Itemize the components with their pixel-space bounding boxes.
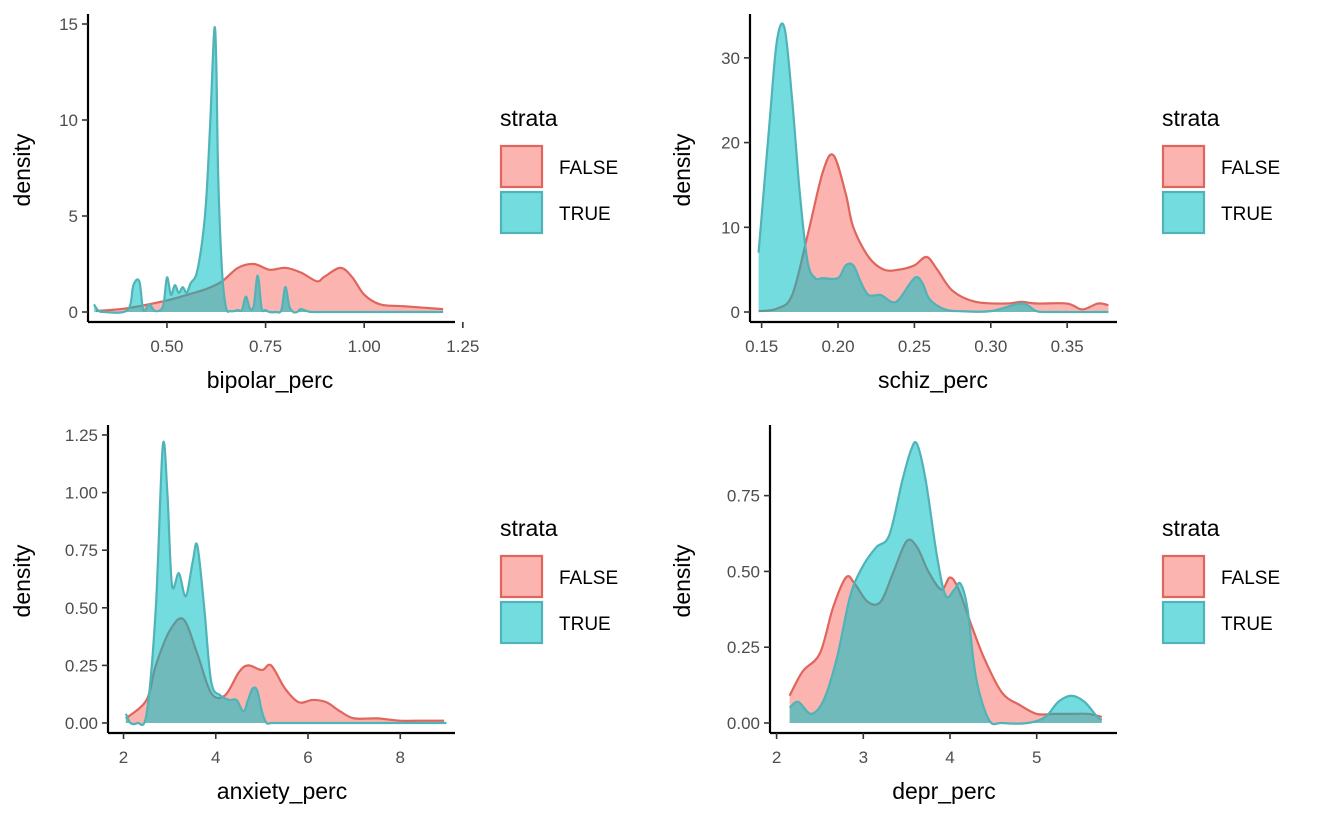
legend-label-true: TRUE xyxy=(1221,614,1273,635)
legend: strata FALSE TRUE xyxy=(1161,105,1280,235)
legend-title: strata xyxy=(1162,105,1220,131)
legend-key-false xyxy=(1161,554,1206,599)
y-tick-label: 30 xyxy=(721,49,740,68)
x-tick-label: 0.25 xyxy=(898,337,931,356)
y-axis-title: density xyxy=(669,544,695,617)
legend-label-false: FALSE xyxy=(559,568,618,589)
x-tick-label: 5 xyxy=(1032,748,1041,767)
density-panel-bipolar_perc: 0 5 10 15 0.50 0.75 1.00 1.25 bipolar_perc densit… xyxy=(9,14,618,393)
y-tick-label: 0.50 xyxy=(65,599,98,618)
x-tick-label: 1.00 xyxy=(348,337,381,356)
legend-key-true xyxy=(1161,190,1206,235)
x-tick-label: 0.30 xyxy=(974,337,1007,356)
legend-label-true: TRUE xyxy=(559,204,611,225)
x-tick-label: 6 xyxy=(303,748,312,767)
density-area-true xyxy=(789,442,1102,725)
density-area-true xyxy=(758,23,1109,313)
x-tick-label: 8 xyxy=(396,748,405,767)
legend-key-true xyxy=(1161,600,1206,645)
x-tick-label: 2 xyxy=(119,748,128,767)
y-tick-label: 1.00 xyxy=(65,484,98,503)
y-axis-title: density xyxy=(9,544,35,617)
density-line-false xyxy=(758,153,1109,313)
y-tick-label: 0.50 xyxy=(727,562,760,581)
density-line-true xyxy=(757,22,1109,314)
y-tick-label: 0.75 xyxy=(727,487,760,506)
density-line-true xyxy=(788,440,1103,726)
y-tick-label: 0.00 xyxy=(65,714,98,733)
legend-key-false xyxy=(499,144,544,189)
x-tick-label: 2 xyxy=(772,748,781,767)
legend-key-false xyxy=(499,554,544,599)
legend-title: strata xyxy=(1162,515,1220,541)
legend-label-false: FALSE xyxy=(1221,158,1280,179)
legend-label-false: FALSE xyxy=(1221,568,1280,589)
y-tick-label: 10 xyxy=(59,111,78,130)
y-tick-label: 1.25 xyxy=(65,426,98,445)
legend-label-false: FALSE xyxy=(559,158,618,179)
x-axis-title: bipolar_perc xyxy=(207,367,334,393)
legend-key-true xyxy=(499,190,544,235)
y-tick-label: 5 xyxy=(69,207,78,226)
x-tick-label: 1.25 xyxy=(446,337,479,356)
y-tick-label: 0 xyxy=(69,303,78,322)
y-tick-label: 0 xyxy=(731,303,740,322)
x-axis-title: schiz_perc xyxy=(878,367,988,393)
legend-key-false xyxy=(1161,144,1206,189)
y-tick-label: 20 xyxy=(721,134,740,153)
x-tick-label: 0.35 xyxy=(1051,337,1084,356)
legend-title: strata xyxy=(500,515,558,541)
density-panel-depr_perc: 0.00 0.25 0.50 0.75 2 3 4 5 depr_perc density stra… xyxy=(669,425,1280,804)
legend: strata FALSE TRUE xyxy=(1161,515,1280,645)
y-tick-label: 0.00 xyxy=(727,714,760,733)
y-tick-label: 0.25 xyxy=(65,656,98,675)
density-area-true xyxy=(125,441,447,726)
y-tick-label: 0.25 xyxy=(727,638,760,657)
y-axis-title: density xyxy=(9,133,35,206)
x-axis-title: depr_perc xyxy=(892,778,996,804)
legend-key-true xyxy=(499,600,544,645)
y-tick-label: 10 xyxy=(721,218,740,237)
x-tick-label: 0.20 xyxy=(821,337,854,356)
density-panel-anxiety_perc: 0.00 0.25 0.50 0.75 1.00 1.25 2 4 6 8 anxiety_perc… xyxy=(9,425,618,804)
y-tick-label: 15 xyxy=(59,15,78,34)
legend: strata FALSE TRUE xyxy=(499,105,618,235)
legend-label-true: TRUE xyxy=(1221,204,1273,225)
x-tick-label: 0.50 xyxy=(150,337,183,356)
y-tick-label: 0.75 xyxy=(65,541,98,560)
x-tick-label: 0.75 xyxy=(249,337,282,356)
y-axis-title: density xyxy=(669,133,695,206)
x-tick-label: 4 xyxy=(945,748,954,767)
density-line-true xyxy=(124,440,447,727)
x-axis-title: anxiety_perc xyxy=(217,778,347,804)
density-line-true xyxy=(93,26,444,314)
legend: strata FALSE TRUE xyxy=(499,515,618,645)
x-tick-label: 0.15 xyxy=(745,337,778,356)
x-tick-label: 4 xyxy=(211,748,220,767)
density-panel-schiz_perc: 0 10 20 30 0.15 0.20 0.25 0.30 0.35 schiz_perc den… xyxy=(669,14,1280,393)
legend-label-true: TRUE xyxy=(559,614,611,635)
x-tick-label: 3 xyxy=(859,748,868,767)
legend-title: strata xyxy=(500,105,558,131)
